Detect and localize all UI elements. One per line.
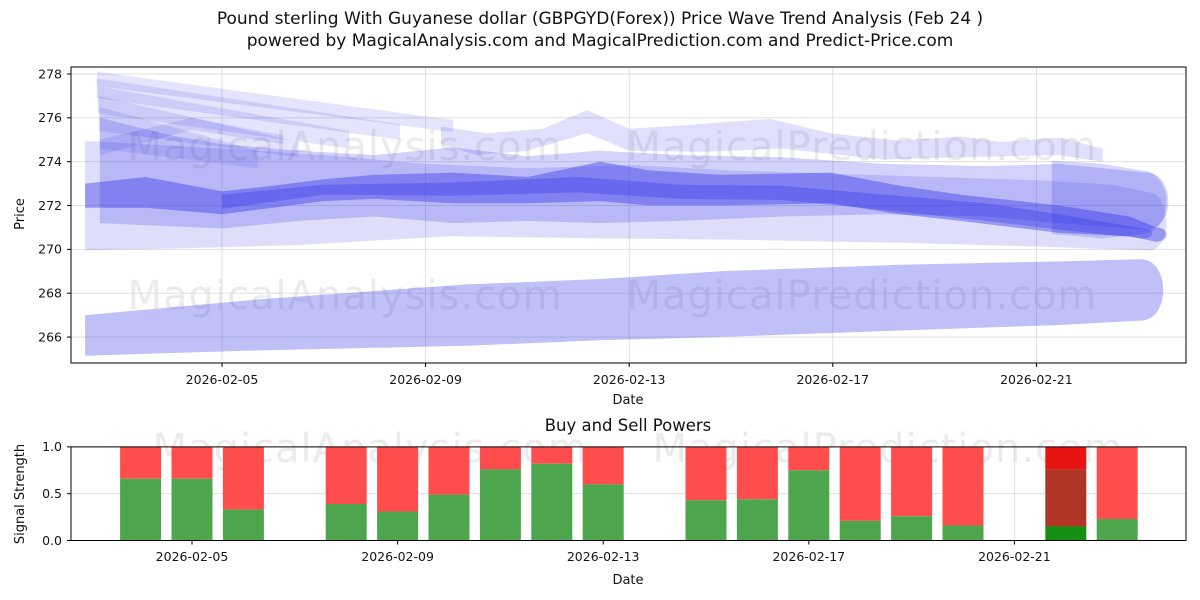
bar-buy-segment — [325, 503, 367, 541]
price-ylabel: Price — [13, 198, 28, 230]
bar-sell-segment — [788, 446, 830, 471]
bar-sell-segment — [479, 446, 521, 470]
wave-band-dark-band — [85, 161, 1167, 242]
power-ytick-label: 0.5 — [42, 486, 62, 501]
price-ytick-label: 276 — [38, 110, 62, 125]
wave-band-fan-strip-4 — [98, 95, 299, 158]
price-xtick-label: 2026-02-21 — [1000, 372, 1073, 387]
power-chart-axes — [67, 446, 1187, 545]
watermark-text: MagicalAnalysis.com — [152, 426, 587, 472]
wave-band-lower-band — [85, 259, 1164, 356]
bar-buy-segment — [120, 478, 162, 541]
bar-sell-segment — [325, 446, 367, 504]
price-ytick-label: 278 — [38, 66, 62, 81]
wave-band-fan-strip-1 — [96, 71, 454, 133]
bar-buy-strong-segment — [1045, 526, 1087, 541]
bar-buy-segment — [479, 469, 521, 541]
bar-overlap-segment — [1045, 469, 1087, 527]
bar-sell-segment — [1096, 446, 1138, 519]
bar-sell-segment — [582, 446, 624, 485]
bar-buy-segment — [171, 478, 213, 541]
bar-buy-segment — [531, 463, 573, 541]
bar-sell-segment — [942, 446, 984, 526]
bar-buy-segment — [222, 509, 264, 541]
bar-buy-segment — [428, 494, 470, 541]
power-xtick-label: 2026-02-09 — [361, 549, 434, 564]
bar-buy-segment — [1096, 518, 1138, 541]
wave-band-wavy-top-band — [440, 110, 1103, 162]
bar-sell-segment — [736, 446, 778, 500]
tick-labels: 278 276 274 272 270 268 266 2026-02-05 2026-02-0… — [38, 66, 1073, 564]
power-ylabel: Signal Strength — [13, 444, 28, 544]
bar-buy-segment — [788, 470, 830, 541]
price-xtick-label: 2026-02-09 — [389, 372, 462, 387]
price-xtick-label: 2026-02-17 — [796, 372, 869, 387]
watermark-text: MagicalAnalysis.com — [127, 273, 562, 319]
watermark-text: MagicalPrediction.com — [627, 124, 1098, 170]
watermark-text: MagicalPrediction.com — [653, 426, 1124, 472]
bar-sell-segment — [222, 446, 264, 510]
price-ytick-label: 274 — [38, 154, 62, 169]
power-xtick-label: 2026-02-05 — [156, 549, 229, 564]
bar-sell-segment — [531, 446, 573, 464]
price-xlabel: Date — [612, 393, 643, 408]
bar-buy-segment — [839, 520, 881, 541]
wave-band-fan-strip-5 — [99, 106, 258, 169]
wave-band-fan-strip-2 — [96, 78, 401, 140]
bar-sell-segment — [891, 446, 933, 517]
price-chart-frame — [70, 66, 1187, 364]
power-ytick-label: 0.0 — [42, 533, 62, 548]
bar-buy-segment — [685, 500, 727, 541]
price-ytick-label: 272 — [38, 198, 62, 213]
power-chart-title: Buy and Sell Powers — [545, 416, 712, 435]
bar-buy-segment — [942, 525, 984, 541]
wave-band-cap-pill — [1051, 160, 1167, 239]
price-ytick-label: 266 — [38, 329, 62, 344]
buy-sell-bars — [120, 446, 1138, 541]
wave-band-medium-band — [99, 117, 1169, 230]
bar-buy-segment — [582, 484, 624, 541]
price-chart-gridlines — [71, 67, 1186, 363]
power-ytick-label: 1.0 — [42, 439, 62, 454]
power-xtick-label: 2026-02-17 — [772, 549, 845, 564]
price-ytick-label: 268 — [38, 286, 62, 301]
bar-sell-segment — [171, 446, 213, 479]
price-xtick-label: 2026-02-05 — [186, 372, 259, 387]
bar-sell-strong-segment — [1045, 446, 1087, 470]
power-xtick-label: 2026-02-13 — [567, 549, 640, 564]
price-wave-bands — [85, 71, 1169, 356]
bar-buy-segment — [891, 516, 933, 541]
bar-sell-segment — [120, 446, 162, 479]
price-xtick-label: 2026-02-13 — [593, 372, 666, 387]
bar-buy-segment — [377, 511, 419, 541]
bar-sell-segment — [685, 446, 727, 501]
power-xlabel: Date — [612, 573, 643, 588]
bar-sell-segment — [839, 446, 881, 521]
wave-band-fan-strip-3 — [97, 86, 350, 149]
wave-band-dark-core-band — [222, 177, 1153, 239]
power-xtick-label: 2026-02-21 — [978, 549, 1051, 564]
bar-buy-segment — [736, 499, 778, 541]
wave-band-fan-cross — [99, 117, 284, 156]
watermark-text: MagicalAnalysis.com — [127, 124, 562, 170]
price-ytick-label: 270 — [38, 242, 62, 257]
figure-title-line2: powered by MagicalAnalysis.com and Magic… — [247, 31, 954, 51]
bar-sell-segment — [428, 446, 470, 495]
bar-sell-segment — [377, 446, 419, 512]
figure-title-line1: Pound sterling With Guyanese dollar (GBP… — [217, 9, 983, 29]
watermark-text: MagicalPrediction.com — [627, 273, 1098, 319]
price-chart-axes — [67, 66, 1187, 367]
wave-band-wide-light-band — [85, 140, 1167, 251]
